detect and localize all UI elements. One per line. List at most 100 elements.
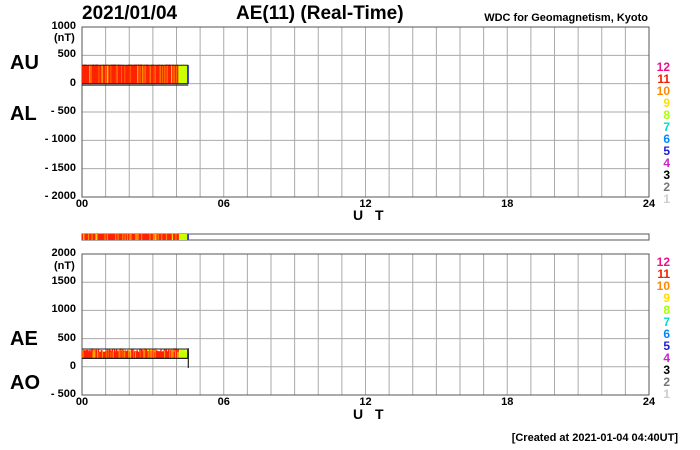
p2-data-bar	[139, 348, 142, 359]
p2-data-bar	[119, 349, 121, 359]
legend-entry: 1	[663, 387, 670, 401]
p2-data-bar	[87, 352, 90, 359]
p1-data-bar	[97, 64, 100, 84]
p2-data-bar	[147, 348, 150, 359]
p2-data-bar	[145, 349, 147, 359]
p1-data-bar	[144, 64, 146, 84]
activity-strip-segment	[185, 234, 188, 240]
p1-data-bar	[122, 64, 124, 84]
p1-data-bar	[134, 64, 136, 84]
activity-strip-segment	[142, 234, 145, 240]
p2-data-bar	[124, 349, 126, 359]
p2-data-bar	[131, 351, 134, 359]
p1-y-tick-label: 0	[69, 76, 76, 89]
p2-data-bar	[183, 351, 185, 359]
activity-strip-segment	[91, 234, 94, 240]
p1-data-bar	[105, 65, 107, 84]
activity-strip-segment	[131, 234, 134, 240]
p2-data-bar	[185, 351, 187, 359]
activity-strip-segment	[182, 234, 185, 240]
p1-data-bar	[157, 65, 160, 84]
p1-data-bar	[121, 65, 123, 84]
p1-data-bar	[185, 64, 187, 84]
p1-data-bar	[165, 64, 167, 84]
p1-data-bar	[160, 65, 162, 84]
panel2-x-label: U T	[353, 406, 388, 422]
p1-data-bar	[163, 65, 165, 84]
p2-y-tick-label: 1000	[51, 303, 76, 316]
legend-entry: 9	[663, 96, 670, 110]
p2-data-bar	[156, 350, 158, 359]
p2-data-bar	[127, 350, 129, 359]
activity-strip-segment	[154, 234, 156, 240]
p1-y-tick-label: - 2000	[44, 190, 76, 202]
p2-data-bar	[172, 349, 174, 359]
activity-strip-segment	[163, 234, 166, 240]
activity-strip-segment	[87, 234, 90, 240]
p2-data-bar	[143, 348, 146, 359]
p1-data-bar	[153, 65, 156, 84]
p2-data-bar	[84, 350, 86, 359]
p2-data-bar	[151, 349, 154, 359]
p2-data-bar	[117, 352, 120, 359]
activity-strip-segment	[170, 234, 173, 240]
p1-data-bar	[171, 64, 173, 84]
activity-strip-segment	[99, 234, 102, 240]
p2-data-bar	[182, 349, 185, 359]
p1-data-bar	[82, 65, 84, 84]
legend-entry: 9	[663, 291, 670, 305]
p2-data-bar	[115, 352, 117, 359]
activity-strip-segment	[102, 234, 104, 240]
p1-data-bar	[184, 64, 187, 84]
p2-x-tick-label: 18	[501, 396, 514, 408]
p2-data-bar	[123, 351, 126, 359]
p2-data-bar	[137, 351, 140, 359]
legend-entry: 4	[663, 156, 670, 170]
p2-data-bar	[104, 351, 106, 359]
p1-data-bar	[89, 64, 92, 84]
p2-data-bar	[113, 349, 116, 359]
p1-data-bar	[127, 64, 129, 84]
p2-data-bar	[152, 348, 154, 359]
p2-x-tick-label: 00	[75, 396, 89, 408]
p2-data-bar	[101, 351, 104, 359]
p2-data-bar	[127, 352, 130, 359]
activity-strip-segment	[174, 234, 176, 240]
p2-data-bar	[82, 348, 84, 359]
p1-data-bar	[175, 64, 177, 84]
p1-data-bar	[114, 64, 116, 84]
p2-data-bar	[87, 350, 89, 359]
p1-data-bar	[157, 64, 159, 84]
activity-strip-segment	[111, 234, 114, 240]
p1-data-bar	[135, 64, 138, 84]
activity-strip-segment	[100, 234, 103, 240]
p1-data-bar	[112, 64, 114, 84]
activity-strip-segment	[171, 234, 174, 240]
p2-data-bar	[83, 350, 86, 359]
p1-data-bar	[156, 65, 158, 84]
p2-data-bar	[83, 350, 85, 359]
p1-data-bar	[131, 64, 133, 84]
p2-data-bar	[97, 349, 100, 359]
p1-data-bar	[125, 65, 128, 84]
activity-strip-segment	[116, 234, 119, 240]
p1-data-bar	[128, 64, 130, 84]
p1-data-bar	[103, 64, 106, 84]
p1-data-bar	[139, 64, 141, 84]
p1-data-bar	[174, 65, 176, 84]
legend-entry: 2	[663, 375, 670, 389]
legend-entry: 5	[663, 339, 670, 353]
activity-strip-segment	[110, 234, 113, 240]
p1-data-bar	[99, 65, 102, 84]
p2-data-bar	[178, 351, 180, 359]
p2-data-bar	[168, 351, 170, 359]
p2-data-bar	[96, 351, 98, 359]
p2-data-bar	[92, 348, 94, 359]
p2-data-bar	[169, 349, 171, 359]
p1-data-bar	[141, 65, 144, 84]
p2-data-bar	[98, 352, 100, 359]
p1-data-bar	[88, 65, 90, 84]
p2-data-bar	[173, 351, 175, 359]
p2-y-tick-label: - 500	[50, 388, 76, 400]
p1-data-bar	[102, 64, 104, 84]
